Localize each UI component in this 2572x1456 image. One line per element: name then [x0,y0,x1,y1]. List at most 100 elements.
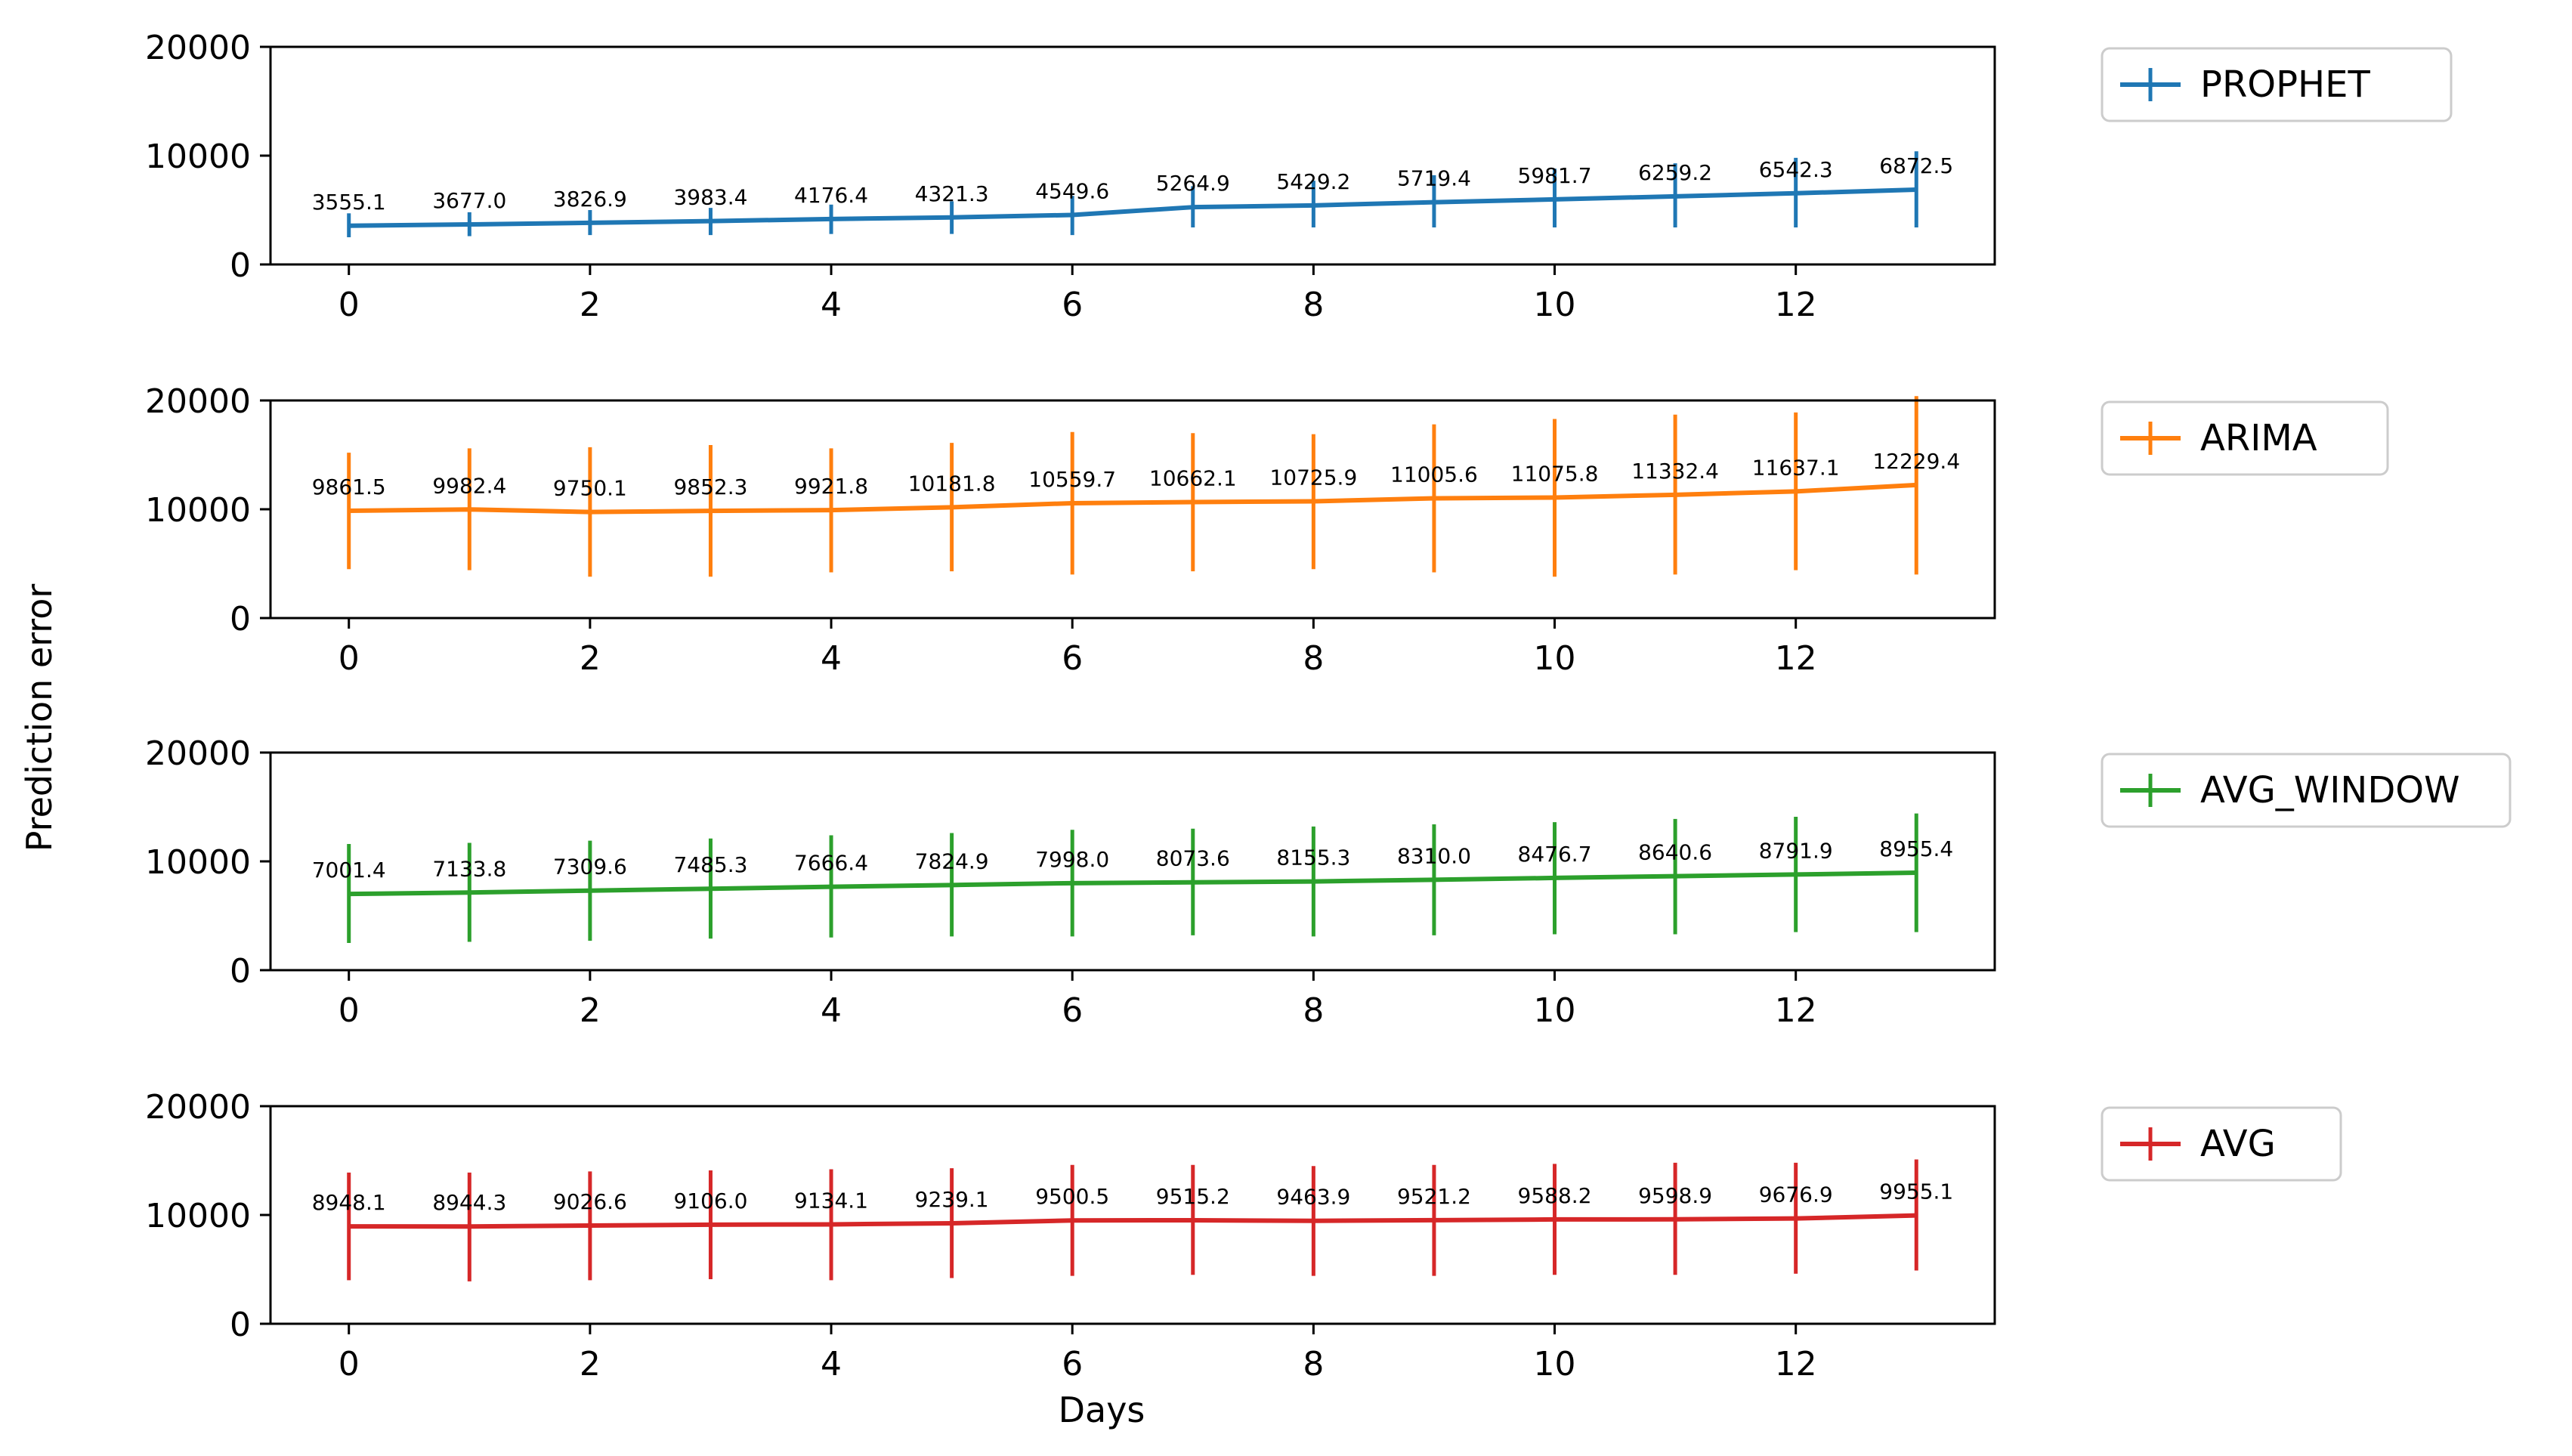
data-label: 5981.7 [1518,163,1592,188]
x-tick-label: 12 [1775,1345,1817,1383]
y-tick-label: 10000 [145,843,251,882]
data-label: 9921.8 [794,474,868,499]
x-tick-label: 6 [1062,286,1083,324]
x-tick-label: 8 [1303,991,1324,1030]
x-tick-label: 6 [1062,639,1083,678]
legend-label: AVG_WINDOW [2200,769,2460,811]
series-line [348,1213,1917,1229]
y-tick-label: 10000 [145,491,251,530]
legend-box [2101,753,2512,828]
data-label: 11332.4 [1631,459,1719,484]
x-tick-label: 2 [580,639,601,678]
x-tick-label: 2 [580,1345,601,1383]
x-tick-label: 10 [1534,286,1576,324]
y-tick-label: 0 [230,1306,251,1344]
data-label: 11005.6 [1390,462,1478,487]
data-label: 9861.5 [312,475,386,499]
data-label: 8476.7 [1518,842,1592,867]
panel-arima: 9861.5 9982.4 9750.1 9852.3 9921.8 10181.8 105… [145,382,2389,678]
data-label: 9239.1 [915,1187,989,1212]
data-label: 6542.3 [1759,157,1833,182]
data-label: 9500.5 [1035,1184,1109,1209]
panel-avg-window: 7001.4 7133.8 7309.6 7485.3 7666.4 7824.9 7998… [145,734,2512,1030]
data-label: 9598.9 [1638,1183,1712,1208]
data-label: 6872.5 [1879,153,1953,178]
legend: ARIMA [2101,400,2389,476]
y-tick-label: 0 [230,246,251,285]
legend-label: ARIMA [2200,417,2317,459]
data-label: 10662.1 [1149,465,1237,490]
x-tick-label: 2 [580,991,601,1030]
data-label: 9676.9 [1759,1182,1833,1207]
data-label: 10559.7 [1028,467,1116,492]
data-label: 10725.9 [1269,465,1357,490]
x-tick-label: 8 [1303,1345,1324,1383]
data-label: 9588.2 [1518,1183,1592,1208]
x-tick-label: 4 [821,639,842,678]
x-tick-label: 10 [1534,991,1576,1030]
x-tick-label: 2 [580,286,601,324]
data-label: 9852.3 [673,475,747,499]
data-label: 7001.4 [312,858,386,883]
x-tick-label: 0 [339,1345,360,1383]
y-tick-label: 20000 [145,1088,251,1127]
data-label: 8640.6 [1638,840,1712,865]
legend: AVG_WINDOW [2101,753,2512,828]
y-tick-label: 20000 [145,29,251,67]
x-tick-label: 0 [339,639,360,678]
series-line [348,482,1917,515]
data-label: 8310.0 [1397,843,1471,868]
x-tick-label: 6 [1062,1345,1083,1383]
data-label: 9750.1 [553,476,627,501]
series-line [348,187,1917,228]
y-tick-label: 0 [230,600,251,638]
y-tick-label: 20000 [145,382,251,421]
x-tick-label: 0 [339,286,360,324]
x-tick-label: 4 [821,991,842,1030]
x-tick-label: 12 [1775,286,1817,324]
x-tick-label: 4 [821,286,842,324]
x-tick-label: 12 [1775,991,1817,1030]
x-axis-label: Days [1059,1390,1145,1430]
data-label: 8155.3 [1276,845,1350,870]
series-line [348,870,1917,897]
data-label: 4549.6 [1035,178,1109,203]
legend: AVG [2101,1106,2342,1182]
data-label: 9463.9 [1276,1185,1350,1210]
legend-box [2101,400,2389,476]
data-label: 9106.0 [673,1189,747,1213]
data-label: 9955.1 [1879,1179,1953,1204]
data-label: 7824.9 [915,849,989,873]
axes-frame [269,751,1996,972]
y-tick-label: 10000 [145,1197,251,1235]
legend-label: PROPHET [2200,63,2370,106]
data-label: 11075.8 [1511,462,1599,487]
data-label: 9982.4 [432,473,506,498]
y-axis-label: Prediction error [19,584,60,852]
data-label: 4176.4 [794,183,868,208]
x-tick-label: 6 [1062,991,1083,1030]
data-label: 3826.9 [553,187,627,212]
data-label: 7998.0 [1035,847,1109,872]
data-label: 11637.1 [1752,455,1840,480]
data-label: 7309.6 [553,855,627,879]
data-label: 7485.3 [673,852,747,877]
data-label: 9134.1 [794,1188,868,1213]
data-label: 8944.3 [432,1190,506,1215]
data-label: 7666.4 [794,851,868,876]
legend-box [2101,1106,2342,1182]
chart-panels: 3555.1 3677.0 3826.9 3983.4 4176.4 4321.3 4549… [145,29,2512,1383]
data-label: 4321.3 [915,181,989,206]
legend-label: AVG [2200,1123,2276,1165]
data-label: 3677.0 [432,188,506,213]
x-tick-label: 12 [1775,639,1817,678]
data-label: 8073.6 [1156,846,1230,871]
data-label: 5719.4 [1397,166,1471,191]
x-tick-label: 8 [1303,286,1324,324]
x-tick-label: 8 [1303,639,1324,678]
axes-frame [269,45,1996,266]
data-label: 7133.8 [432,856,506,881]
data-label: 3983.4 [673,185,747,210]
y-tick-label: 0 [230,952,251,991]
panel-prophet: 3555.1 3677.0 3826.9 3983.4 4176.4 4321.3 4549… [145,29,2453,324]
